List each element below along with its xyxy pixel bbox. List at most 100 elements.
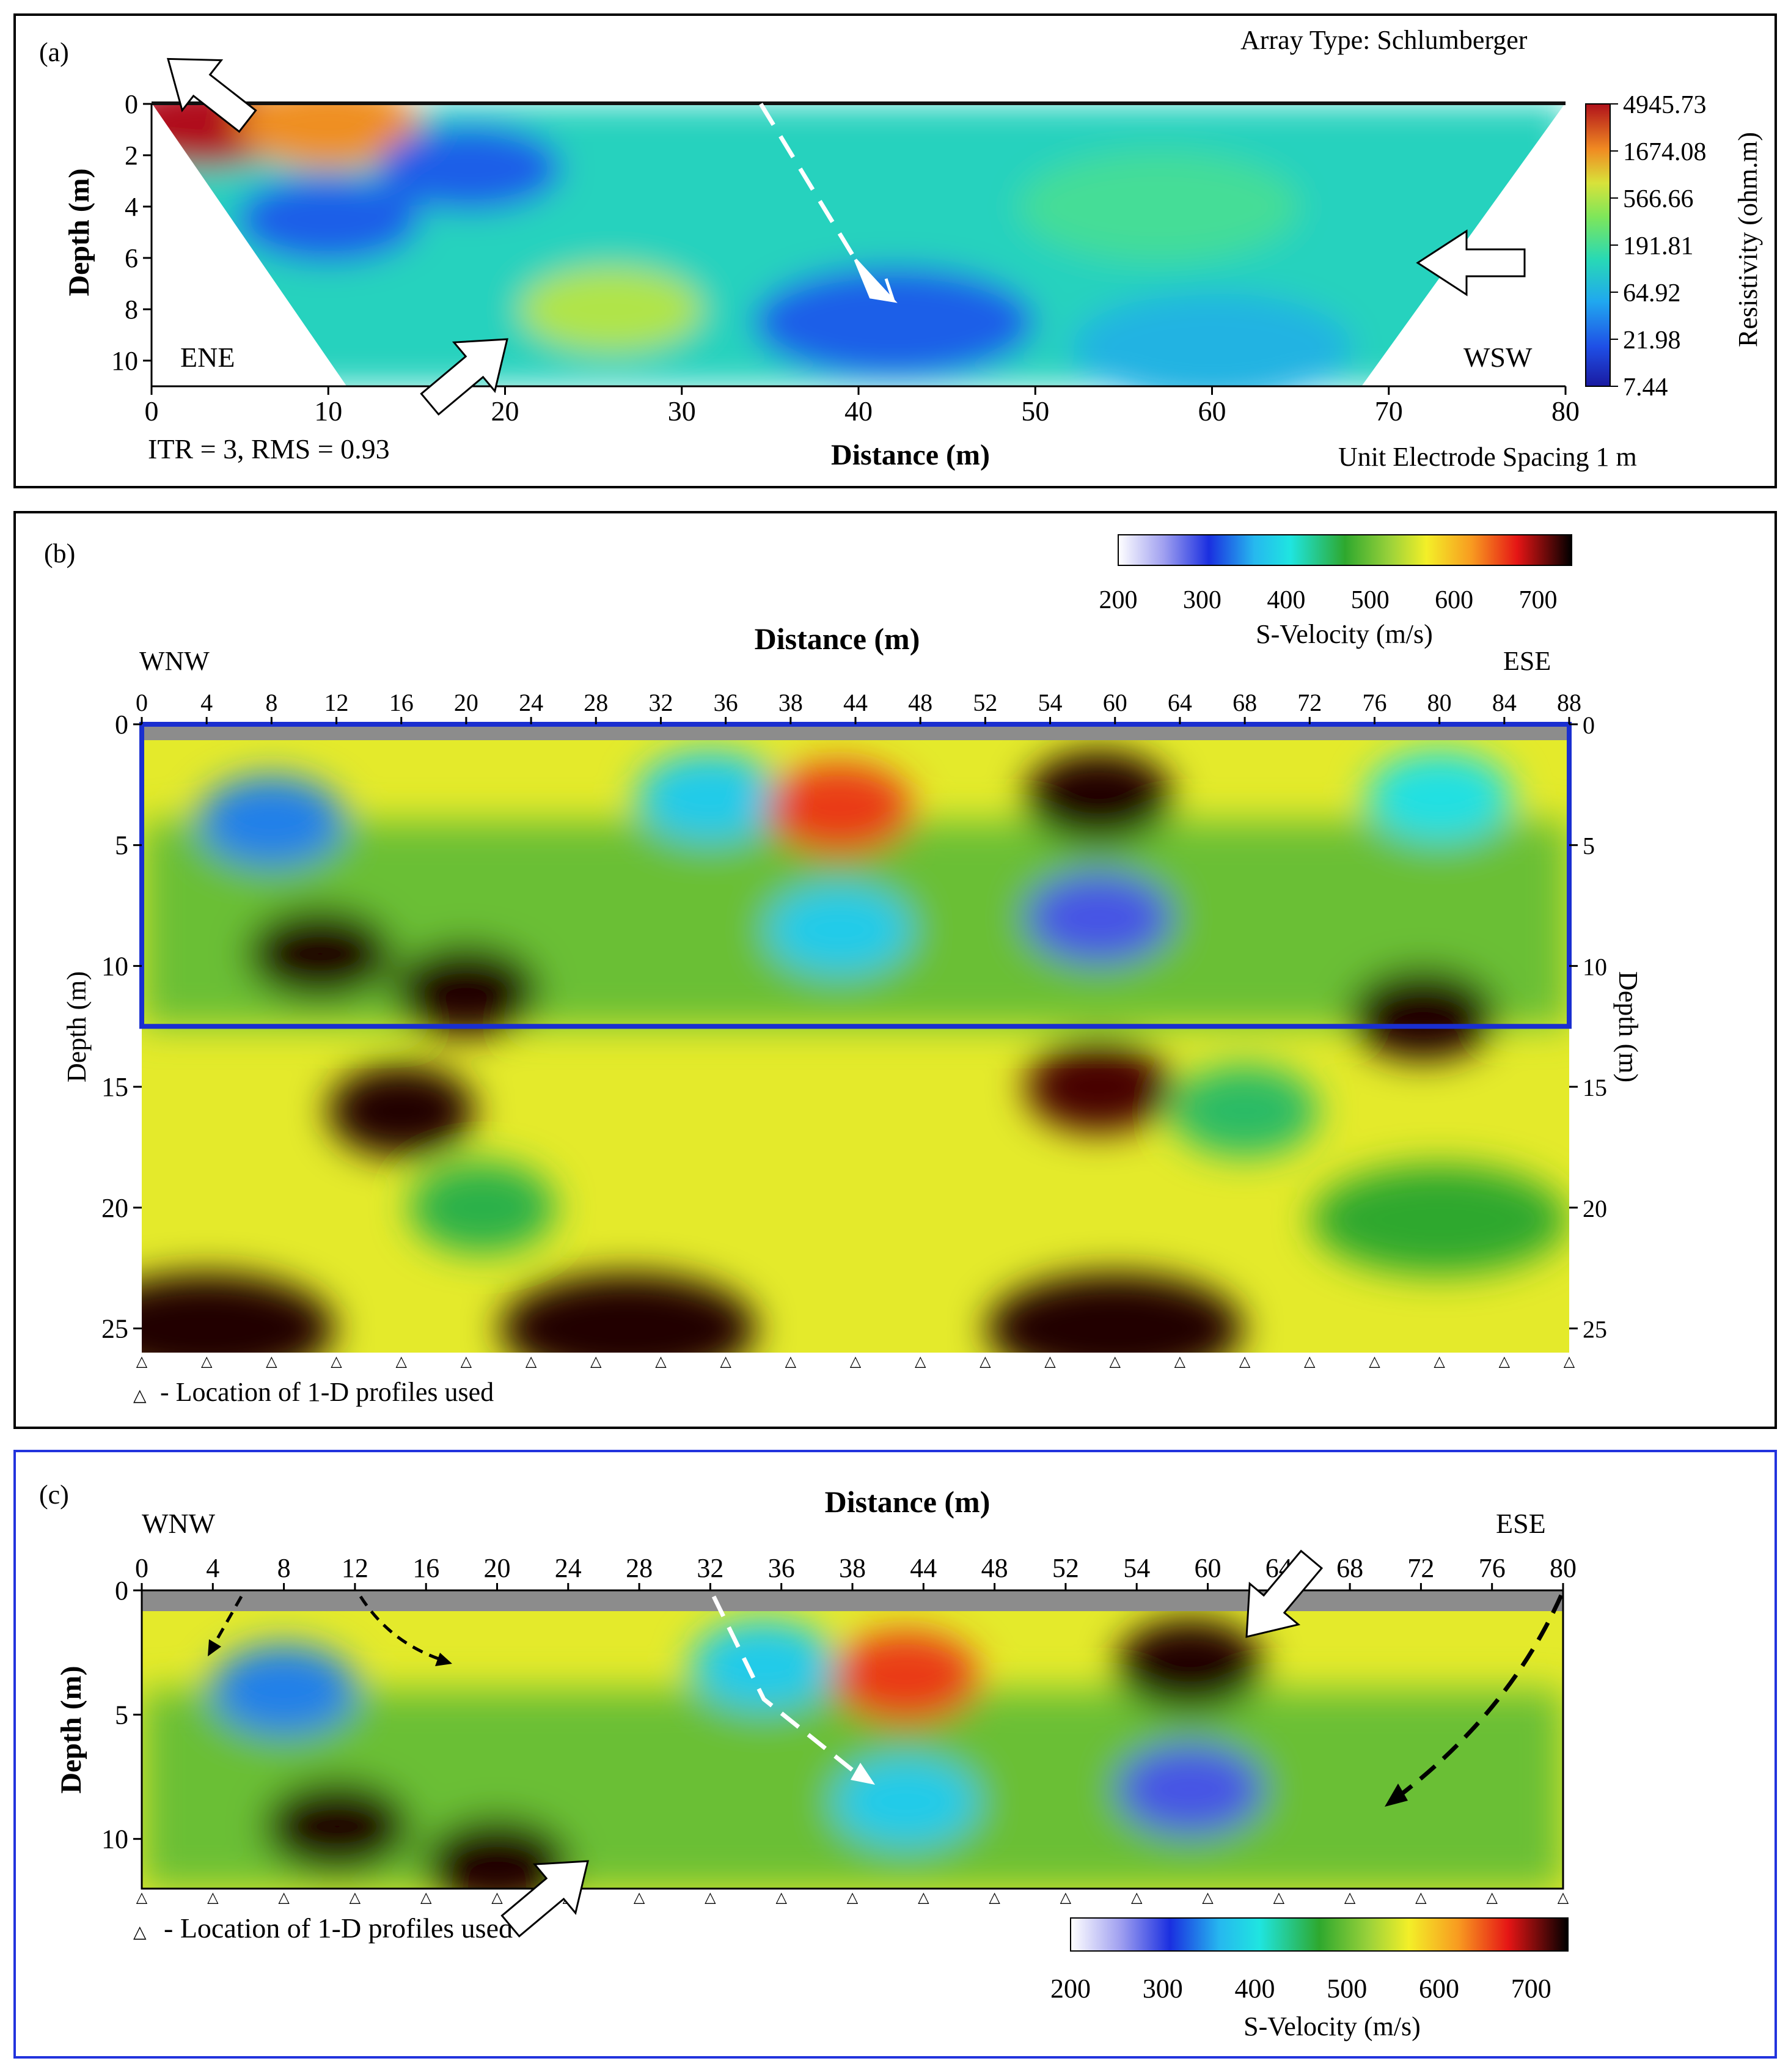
triangle-icon: △	[350, 1890, 361, 1906]
profile-legend: - Location of 1-D profiles used	[160, 1377, 494, 1407]
velocity-anomaly	[1366, 751, 1513, 843]
tick-label: 88	[1557, 689, 1581, 716]
panel-b-letter: (b)	[44, 538, 75, 568]
triangle-icon: △	[461, 1354, 472, 1370]
tick-label: 30	[668, 395, 696, 427]
tick-label: 0	[135, 1553, 148, 1583]
triangle-icon: △	[847, 1890, 859, 1906]
tick-label: 48	[981, 1553, 1008, 1583]
x-axis-label: Distance (m)	[755, 622, 920, 656]
panel-b-frame	[13, 511, 1777, 1429]
arrow-icon	[1245, 1549, 1324, 1638]
triangle-icon: △	[775, 1890, 787, 1906]
direction-left: ENE	[180, 342, 235, 373]
triangle-icon: △	[133, 1923, 147, 1942]
itr-rms-label: ITR = 3, RMS = 0.93	[148, 433, 390, 465]
triangle-icon: △	[850, 1354, 862, 1370]
velocity-anomaly	[423, 1818, 571, 1889]
velocity-anomaly	[986, 1273, 1243, 1353]
tick-label: 25	[101, 1313, 128, 1343]
triangle-icon: △	[1564, 1354, 1575, 1370]
tick-label: 4	[206, 1553, 219, 1583]
tick-label: 32	[697, 1553, 723, 1583]
triangle-icon: △	[1109, 1354, 1121, 1370]
velocity-anomaly	[1350, 968, 1497, 1060]
triangle-icon: △	[136, 1354, 148, 1370]
triangle-icon: △	[491, 1890, 503, 1906]
tick-label: 20	[454, 689, 478, 716]
tick-label: 68	[1232, 689, 1257, 716]
triangle-icon: △	[1273, 1890, 1285, 1906]
tick-label: 20	[491, 395, 519, 427]
velocity-anomaly	[832, 1755, 980, 1848]
arrowhead-icon	[1385, 1784, 1408, 1807]
triangle-icon: △	[1174, 1354, 1186, 1370]
triangle-icon: △	[989, 1890, 1000, 1906]
panel-a-letter: (a)	[39, 37, 69, 67]
arrowhead-icon	[854, 259, 898, 303]
resistivity-colorbar-label: Resistivity (ohm.m)	[1733, 132, 1763, 347]
triangle-icon: △	[918, 1890, 929, 1906]
triangle-icon: △	[1344, 1890, 1356, 1906]
triangle-icon: △	[1202, 1890, 1214, 1906]
velocity-anomaly	[636, 751, 783, 843]
triangle-icon: △	[133, 1386, 147, 1405]
arrowhead-icon	[435, 1653, 452, 1666]
velocity-anomaly	[328, 1065, 475, 1157]
direction-right: ESE	[1496, 1508, 1546, 1539]
triangle-icon: △	[1486, 1890, 1498, 1906]
dashed-trend-line	[711, 1595, 857, 1774]
tick-label: 2	[125, 141, 138, 171]
panel-a-frame	[13, 13, 1777, 488]
tick-label: 38	[778, 689, 803, 716]
arrow-icon	[420, 338, 508, 416]
tick-label: 566.66	[1623, 185, 1694, 213]
tick-label: 200	[1050, 1974, 1091, 2004]
tick-label: 48	[908, 689, 932, 716]
resistivity-anomaly	[1018, 152, 1300, 262]
velocity-anomaly	[392, 944, 540, 1036]
tick-label: 0	[1583, 711, 1595, 739]
velocity-anomaly	[766, 884, 913, 976]
tick-label: 0	[115, 710, 128, 740]
surface-strip	[142, 724, 1569, 740]
triangle-icon: △	[785, 1354, 797, 1370]
tick-label: 300	[1183, 586, 1221, 614]
arrowhead-icon	[851, 1763, 875, 1785]
x-axis-ticks: 0 10 20 30 40 50 60 70 80	[145, 386, 1580, 427]
x-axis-label: Distance (m)	[831, 439, 990, 471]
tick-label: 0	[115, 1576, 128, 1606]
tick-label: 40	[844, 395, 873, 427]
triangle-icon: △	[526, 1354, 537, 1370]
tick-label: 0	[125, 89, 138, 119]
arrow-icon	[500, 1860, 589, 1938]
triangle-icon: △	[136, 1890, 148, 1906]
tick-label: 72	[1297, 689, 1322, 716]
triangle-icon: △	[720, 1354, 731, 1370]
tick-label: 60	[1103, 689, 1127, 716]
tick-label: 80	[1427, 689, 1452, 716]
tick-label: 80	[1550, 1553, 1577, 1583]
direction-right: WSW	[1463, 342, 1533, 373]
triangle-icon: △	[1499, 1354, 1511, 1370]
tick-label: 7.44	[1623, 373, 1668, 402]
array-type-label: Array Type: Schlumberger	[1240, 25, 1528, 55]
resistivity-anomaly	[378, 125, 562, 211]
tick-label: 12	[324, 689, 349, 716]
tick-label: 72	[1407, 1553, 1434, 1583]
velocity-anomaly	[1171, 1065, 1319, 1157]
velocity-colorbar-label: S-Velocity (m/s)	[1243, 2011, 1421, 2041]
tick-label: 4	[125, 192, 138, 222]
tick-label: 0	[136, 689, 148, 716]
tick-label: 28	[626, 1553, 653, 1583]
resistivity-anomaly	[1071, 293, 1353, 386]
panel-c-letter: (c)	[39, 1480, 69, 1510]
surface-strip	[142, 1590, 1563, 1611]
velocity-anomaly	[210, 1644, 357, 1736]
tick-label: 191.81	[1623, 232, 1694, 260]
triangle-icon: △	[201, 1354, 213, 1370]
tick-label: 10	[1583, 953, 1607, 980]
triangle-icon: △	[705, 1890, 716, 1906]
triangle-icon: △	[590, 1354, 602, 1370]
